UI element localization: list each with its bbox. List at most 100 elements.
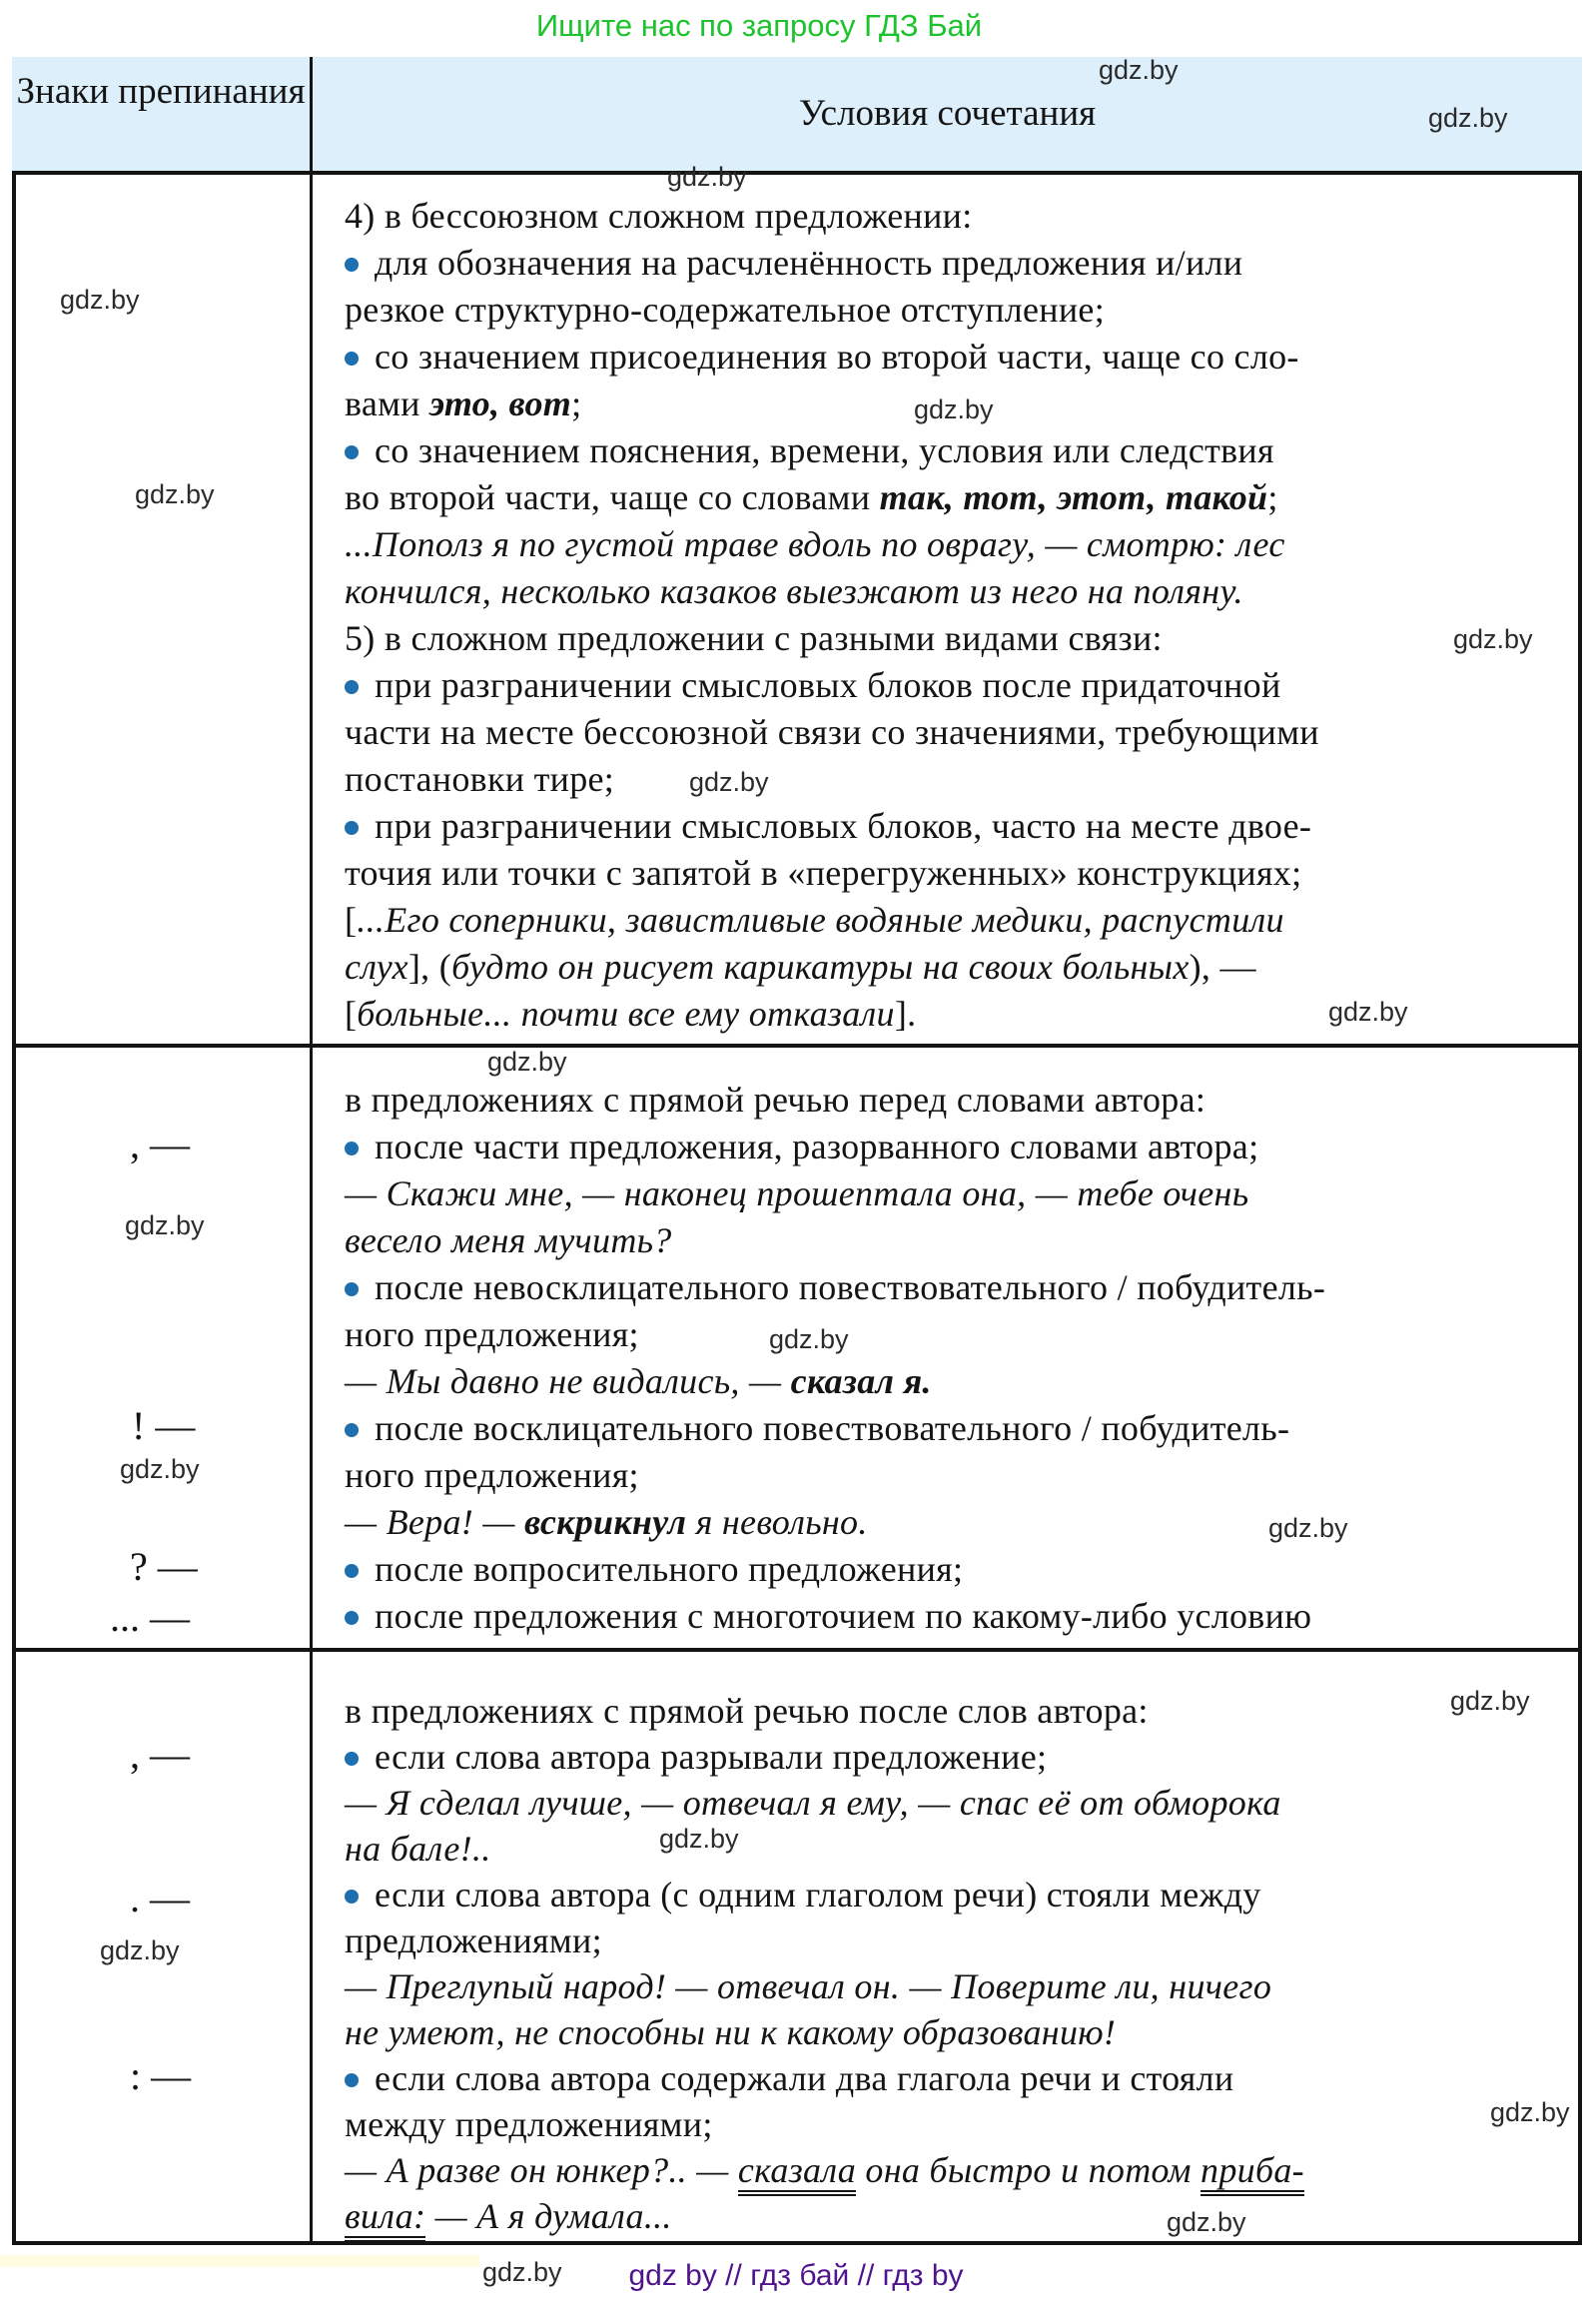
line-segment: кончился, несколько казаков выезжают из … — [345, 571, 1243, 611]
line-segment: — Мы давно не видались, — — [345, 1361, 791, 1401]
line-segment: постановки тире; — [345, 759, 615, 799]
punctuation-mark: . — — [130, 1876, 190, 1920]
table-line: при разграничении смысловых блоков после… — [345, 664, 1281, 706]
line-segment: после части предложения, разорванного сл… — [375, 1127, 1259, 1166]
table-line: после предложения с многоточием по каком… — [345, 1595, 1311, 1637]
table-line: на бале!.. — [345, 1828, 491, 1870]
table-line: в предложениях с прямой речью после слов… — [345, 1690, 1149, 1732]
bullet-icon — [345, 1752, 359, 1766]
table-line: части на месте бессоюзной связи со значе… — [345, 711, 1319, 753]
bullet-icon — [345, 258, 359, 272]
line-segment: если слова автора разрывали предложение; — [375, 1737, 1048, 1777]
header-cell-conditions: Условия сочетания — [798, 93, 1097, 134]
line-segment: будто он рисует карикатуры на своих боль… — [451, 947, 1190, 987]
line-segment: для обозначения на расчленённость предло… — [375, 243, 1243, 283]
punctuation-mark: ... — — [110, 1595, 190, 1640]
promo-banner-text: Ищите нас по запросу ГДЗ Бай — [535, 8, 983, 43]
table-line: — Мы давно не видались, — сказал я. — [345, 1360, 932, 1402]
highlight-strip — [0, 2255, 479, 2267]
bullet-icon — [345, 352, 359, 366]
line-segment: — Я сделал лучше, — отвечал я ему, — спа… — [345, 1783, 1281, 1823]
line-segment: в предложениях с прямой речью перед слов… — [345, 1080, 1206, 1120]
watermark: gdz.by — [135, 479, 215, 509]
line-segment: больные... почти все ему отказали — [357, 994, 895, 1034]
line-segment: не умеют, не способны ни к какому образо… — [345, 2012, 1117, 2052]
table-line: после части предложения, разорванного сл… — [345, 1126, 1258, 1167]
punctuation-mark: ? — — [130, 1544, 198, 1589]
line-segment: сказала — [737, 2150, 857, 2196]
bullet-icon — [345, 1611, 359, 1625]
table-line: — Преглупый народ! — отвечал он. — Повер… — [345, 1965, 1271, 2007]
line-segment: если слова автора содержали два глагола … — [375, 2058, 1234, 2098]
watermark: gdz.by — [1167, 2207, 1246, 2237]
watermark: gdz.by — [1099, 55, 1179, 85]
table-line: — А разве он юнкер?.. — сказала она быст… — [345, 2149, 1304, 2196]
line-segment: весело меня мучить? — [345, 1220, 672, 1260]
line-segment: предложениями; — [345, 1920, 602, 1960]
line-segment: ного предложения; — [345, 1314, 639, 1354]
line-segment: в предложениях с прямой речью после слов… — [345, 1691, 1149, 1731]
line-segment: вскрикнул — [523, 1502, 687, 1542]
table-line: — Скажи мне, — наконец прошептала она, —… — [345, 1172, 1248, 1214]
line-segment: резкое структурно-содержательное отступл… — [345, 290, 1106, 330]
table-line: во второй части, чаще со словами так, то… — [345, 476, 1278, 518]
table-line: в предложениях с прямой речью перед слов… — [345, 1079, 1205, 1121]
punctuation-mark: , — — [130, 1732, 190, 1777]
line-segment: на бале!.. — [345, 1829, 491, 1869]
watermark: gdz.by — [482, 2257, 562, 2287]
table-line: [больные... почти все ему отказали]. — [345, 993, 916, 1035]
table-line: для обозначения на расчленённость предло… — [345, 242, 1242, 284]
table-line: 5) в сложном предложении с разными видам… — [345, 617, 1163, 659]
table-line: ...Пополз я по густой траве вдоль по овр… — [345, 523, 1285, 565]
table-line: ного предложения; — [345, 1454, 639, 1496]
watermark: gdz.by — [1490, 2097, 1570, 2127]
line-segment: части на месте бессоюзной связи со значе… — [345, 712, 1319, 752]
line-segment: со значением пояснения, времени, условия… — [375, 430, 1274, 470]
line-segment: так, тот, этот, такой — [879, 477, 1268, 517]
line-segment: ), — — [1189, 947, 1256, 987]
watermark: gdz.by — [1328, 997, 1408, 1027]
bullet-icon — [345, 1282, 359, 1296]
table-line: вила: — А я думала... — [345, 2195, 672, 2242]
line-segment: после восклицательного повествовательног… — [375, 1408, 1290, 1448]
bullet-icon — [345, 1890, 359, 1904]
table-line: слух], (будто он рисует карикатуры на св… — [345, 946, 1256, 988]
row-divider-1 — [12, 1044, 1582, 1048]
watermark: gdz.by — [1428, 103, 1508, 133]
line-segment: 5) в сложном предложении с разными видам… — [345, 618, 1163, 658]
table-line: между предложениями; — [345, 2103, 713, 2145]
watermark: gdz.by — [914, 394, 994, 424]
table-line: после вопросительного предложения; — [345, 1548, 963, 1590]
line-segment: слух — [345, 947, 408, 987]
footer-watermark-text: gdz by // гдз бай // гдз by — [628, 2259, 964, 2292]
line-segment: приба- — [1200, 2150, 1304, 2196]
punctuation-table-border — [12, 57, 1582, 2245]
table-line: — Вера! — вскрикнул я невольно. — [345, 1501, 868, 1543]
table-line: вами это, вот; — [345, 383, 581, 424]
bullet-icon — [345, 2073, 359, 2087]
line-segment: после предложения с многоточием по каком… — [375, 1596, 1312, 1636]
line-segment: она быстро и потом — [856, 2150, 1201, 2190]
line-segment: при разграничении смысловых блоков после… — [375, 665, 1281, 705]
watermark: gdz.by — [659, 1824, 739, 1854]
header-cell-punctuation-marks: Знаки препинания — [16, 71, 306, 112]
bullet-icon — [345, 1564, 359, 1578]
line-segment: ...Его соперники, завистливые водяные ме… — [357, 900, 1284, 940]
watermark: gdz.by — [1450, 1686, 1530, 1716]
bullet-icon — [345, 1142, 359, 1155]
punctuation-mark: ! — — [132, 1403, 196, 1448]
watermark: gdz.by — [487, 1047, 567, 1077]
table-line: резкое структурно-содержательное отступл… — [345, 289, 1105, 331]
table-line: 4) в бессоюзном сложном предложении: — [345, 195, 973, 237]
line-segment: во второй части, чаще со словами — [345, 477, 880, 517]
line-segment: точия или точки с запятой в «перегруженн… — [345, 853, 1302, 893]
line-segment: ]. — [894, 994, 917, 1034]
table-line: постановки тире; — [345, 758, 614, 800]
line-segment: ...Пополз я по густой траве вдоль по овр… — [345, 524, 1285, 564]
watermark: gdz.by — [60, 285, 140, 315]
line-segment: я невольно. — [686, 1502, 868, 1542]
table-line: если слова автора (с одним глаголом речи… — [345, 1874, 1261, 1916]
punctuation-mark: : — — [130, 2053, 192, 2098]
table-line: предложениями; — [345, 1919, 602, 1961]
